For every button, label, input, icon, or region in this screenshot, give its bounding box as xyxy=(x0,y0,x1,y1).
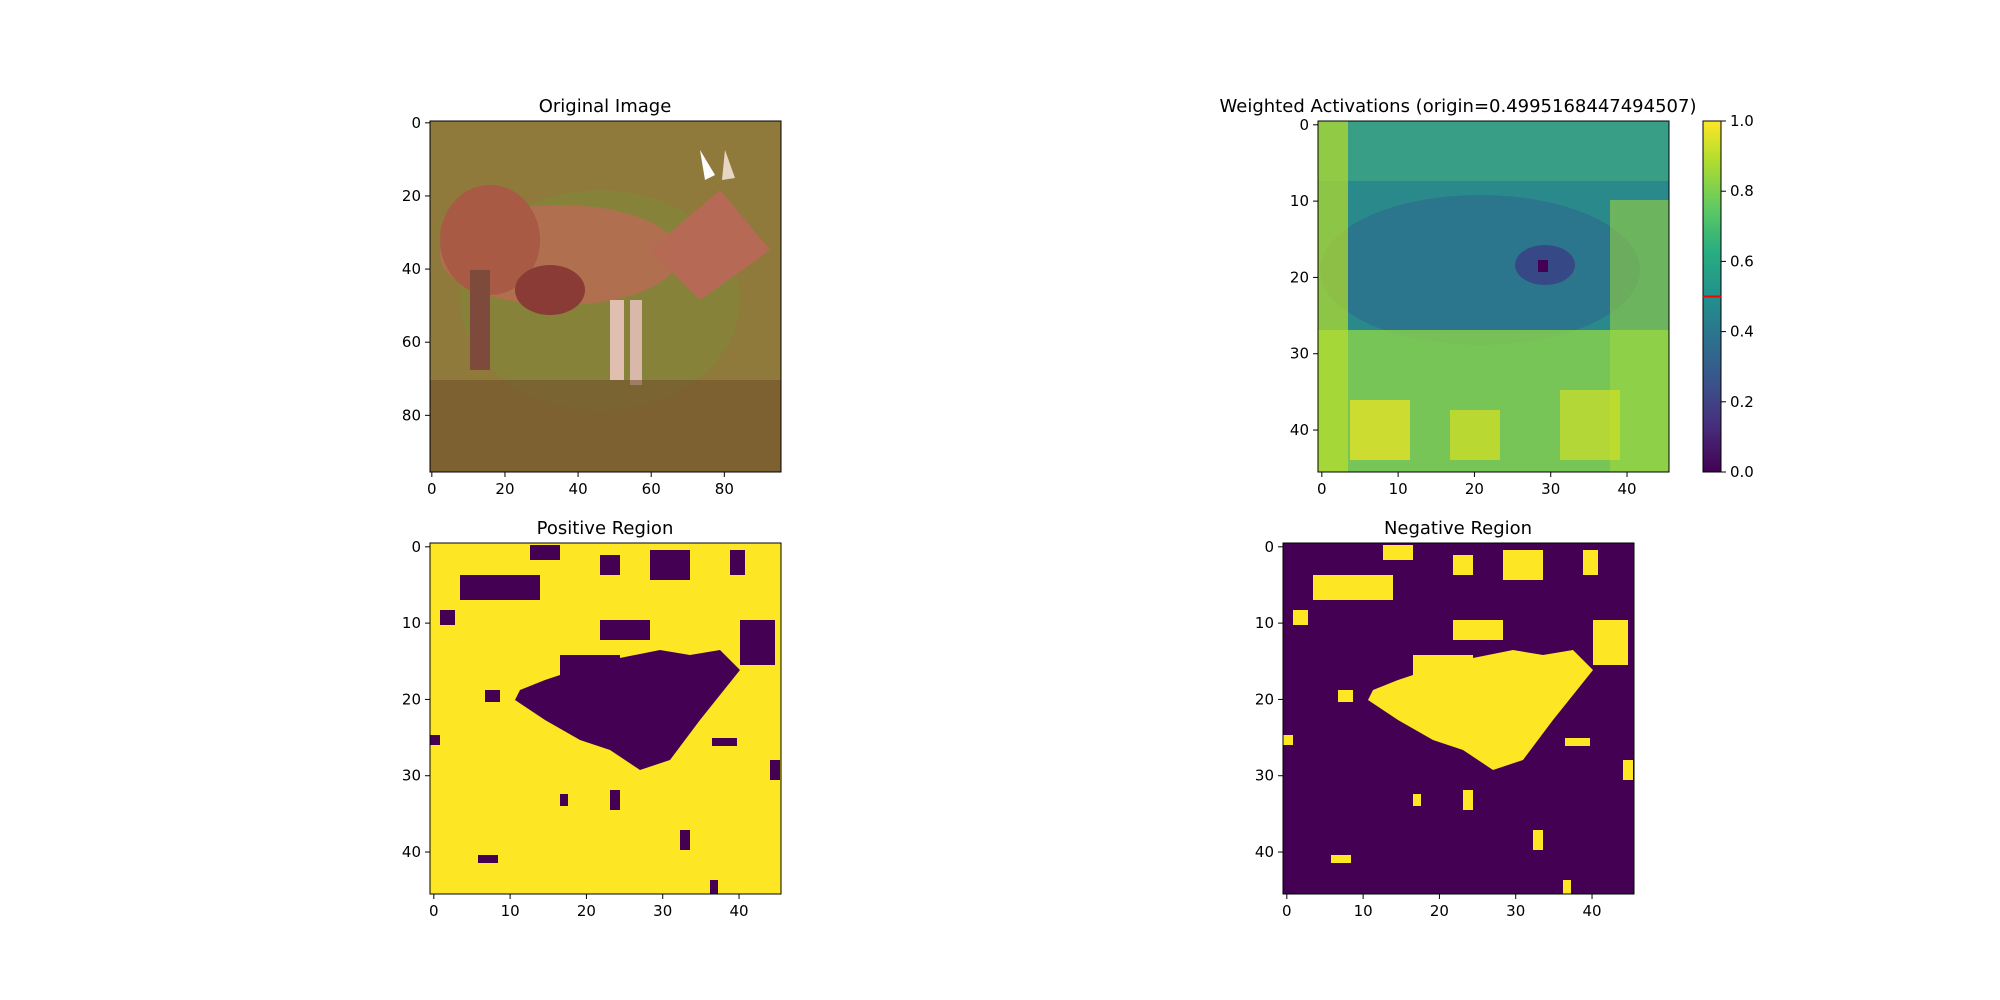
y-tick-label: 0 xyxy=(411,538,421,556)
y-tick-label: 10 xyxy=(402,614,421,632)
title-original: Original Image xyxy=(539,96,672,117)
x-tick-label: 0 xyxy=(1282,902,1292,920)
x-tick-label: 80 xyxy=(715,480,734,498)
y-tick-label: 60 xyxy=(402,333,421,351)
title-weighted: Weighted Activations (origin=0.499516844… xyxy=(1220,96,1697,117)
x-tick-label: 10 xyxy=(1389,480,1408,498)
colorbar-tick-label: 0.6 xyxy=(1730,252,1754,270)
y-tick-label: 20 xyxy=(1255,690,1274,708)
negative-mask xyxy=(1283,543,1634,894)
x-tick-label: 40 xyxy=(1617,480,1636,498)
positive-mask xyxy=(430,543,781,894)
title-negative: Negative Region xyxy=(1384,518,1532,539)
y-tick-label: 40 xyxy=(1290,421,1309,439)
x-tick-label: 10 xyxy=(1354,902,1373,920)
x-tick-label: 40 xyxy=(1582,902,1601,920)
x-tick-label: 10 xyxy=(501,902,520,920)
y-tick-label: 30 xyxy=(1255,767,1274,785)
x-tick-label: 0 xyxy=(427,480,437,498)
y-tick-label: 80 xyxy=(402,406,421,424)
x-tick-label: 30 xyxy=(653,902,672,920)
title-positive: Positive Region xyxy=(537,518,674,539)
colorbar-ticks: 0.0 0.2 0.4 0.6 0.8 1.0 xyxy=(1721,112,1754,481)
axes-positive: 0 10 20 30 40 0 10 20 30 40 xyxy=(402,538,749,920)
frame-original xyxy=(429,120,782,473)
x-tick-label: 30 xyxy=(1541,480,1560,498)
y-tick-label: 0 xyxy=(1264,538,1274,556)
y-tick-label: 20 xyxy=(402,690,421,708)
x-tick-label: 0 xyxy=(429,902,439,920)
y-tick-label: 10 xyxy=(1290,192,1309,210)
y-tick-label: 20 xyxy=(1290,268,1309,286)
x-tick-label: 60 xyxy=(642,480,661,498)
frame-weighted xyxy=(1317,120,1670,473)
y-tick-label: 10 xyxy=(1255,614,1274,632)
colorbar-tick-label: 0.8 xyxy=(1730,182,1754,200)
x-tick-label: 40 xyxy=(729,902,748,920)
y-tick-label: 20 xyxy=(402,187,421,205)
colorbar-tick-label: 0.4 xyxy=(1730,323,1754,341)
colorbar-tick-label: 0.0 xyxy=(1730,463,1754,481)
axes-original: 0 20 40 60 80 0 20 40 60 80 xyxy=(402,114,734,498)
weighted-heatmap xyxy=(1318,121,1669,472)
panel-weighted: Weighted Activations (origin=0.499516844… xyxy=(1220,96,1754,498)
y-tick-label: 0 xyxy=(411,114,421,132)
original-image xyxy=(430,121,781,472)
y-tick-label: 0 xyxy=(1299,116,1309,134)
x-tick-label: 20 xyxy=(1465,480,1484,498)
x-tick-label: 20 xyxy=(577,902,596,920)
frame-positive xyxy=(429,542,782,895)
y-tick-label: 40 xyxy=(402,843,421,861)
y-tick-label: 30 xyxy=(402,767,421,785)
x-tick-label: 40 xyxy=(569,480,588,498)
panel-positive: Positive Region 0 10 20 30 40 0 10 20 30 40 xyxy=(402,518,782,920)
x-tick-label: 20 xyxy=(495,480,514,498)
y-tick-label: 30 xyxy=(1290,345,1309,363)
frame-negative xyxy=(1282,542,1635,895)
panel-original: Original Image 0 20 40 60 80 0 20 40 60 80 xyxy=(402,96,782,498)
y-tick-label: 40 xyxy=(402,260,421,278)
colorbar-tick-label: 1.0 xyxy=(1730,112,1754,130)
x-tick-label: 0 xyxy=(1317,480,1327,498)
y-tick-label: 40 xyxy=(1255,843,1274,861)
x-tick-label: 30 xyxy=(1506,902,1525,920)
axes-negative: 0 10 20 30 40 0 10 20 30 40 xyxy=(1255,538,1602,920)
x-tick-label: 20 xyxy=(1430,902,1449,920)
colorbar-tick-label: 0.2 xyxy=(1730,393,1754,411)
panel-negative: Negative Region 0 10 20 30 40 0 10 20 30 40 xyxy=(1255,518,1635,920)
colorbar: 0.0 0.2 0.4 0.6 0.8 1.0 xyxy=(1702,112,1754,481)
axes-weighted: 0 10 20 30 40 0 10 20 30 40 xyxy=(1290,116,1637,498)
